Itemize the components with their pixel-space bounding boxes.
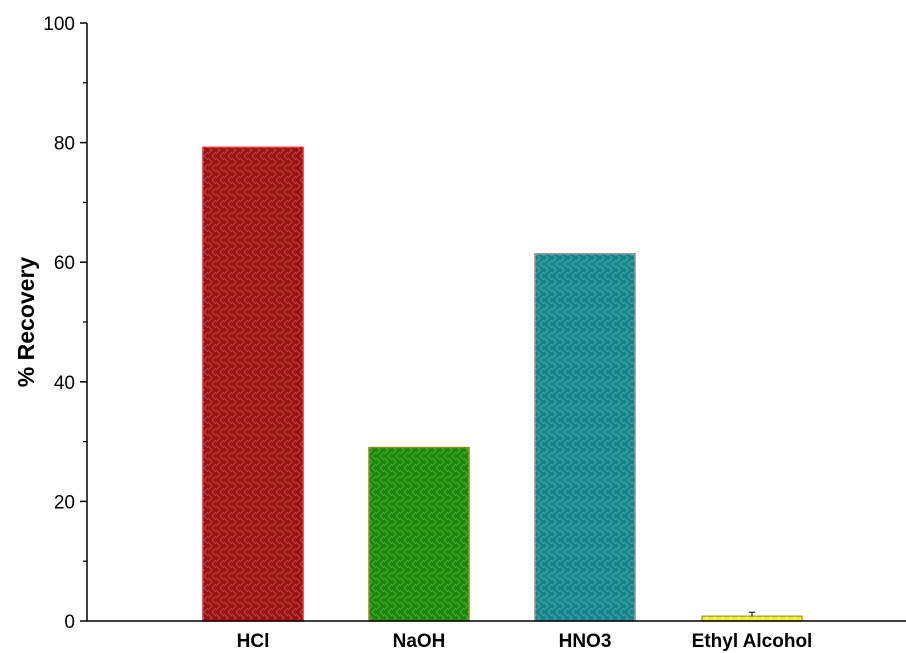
y-tick-label: 100 [43,14,75,35]
x-category-label: NaOH [393,631,446,652]
x-axis-category-labels: HCl NaOH HNO3 Ethyl Alcohol [237,631,813,652]
y-axis-ticks: 0 20 40 60 80 100 [43,14,87,633]
x-category-label: HNO3 [559,631,612,652]
y-tick-label: 60 [54,253,75,274]
bar-hatch-hcl [203,147,303,621]
y-tick-label: 20 [54,492,75,513]
y-tick-label: 0 [64,612,75,633]
bar-hatch-naoh [369,447,469,621]
bar-hatch-hno3 [535,253,635,621]
y-tick-label: 80 [54,134,75,155]
x-category-label: Ethyl Alcohol [692,631,813,652]
y-tick-label: 40 [54,373,75,394]
y-axis-title: % Recovery [13,257,39,388]
bar-hatch-ethyl-alcohol [702,616,802,621]
x-category-label: HCl [237,631,270,652]
bars [202,146,803,622]
